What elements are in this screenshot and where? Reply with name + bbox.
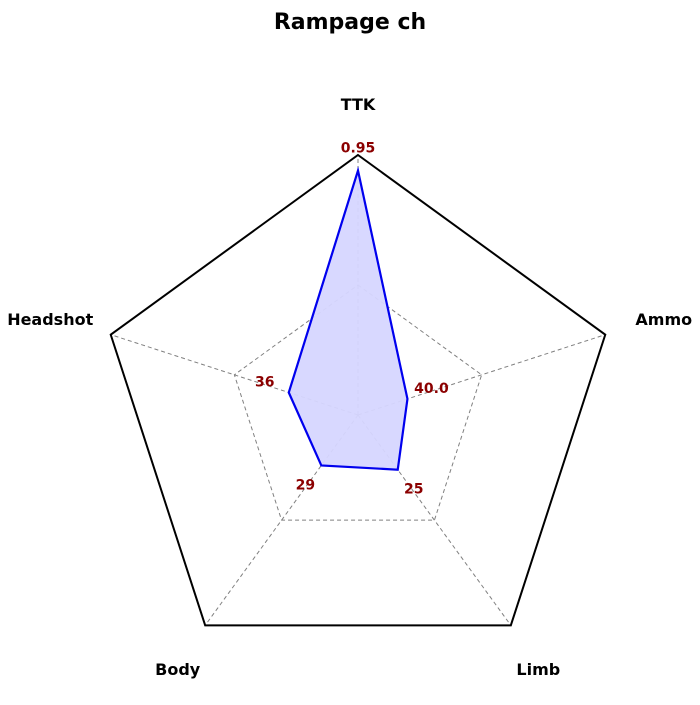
value-label-body: 29 [296,477,315,493]
value-label-headshot: 36 [255,375,274,391]
series-polygon [289,171,408,470]
axis-label-limb: Limb [516,660,560,679]
axis-label-body: Body [155,660,201,679]
chart-title: Rampage ch [0,10,700,35]
axis-label-headshot: Headshot [7,310,93,329]
value-label-ttk: 0.95 [341,141,376,157]
axis-label-ttk: TTK [341,95,376,114]
axis-label-ammo: Ammo [635,310,692,329]
value-label-limb: 25 [404,482,423,498]
value-label-ammo: 40.0 [414,381,449,397]
